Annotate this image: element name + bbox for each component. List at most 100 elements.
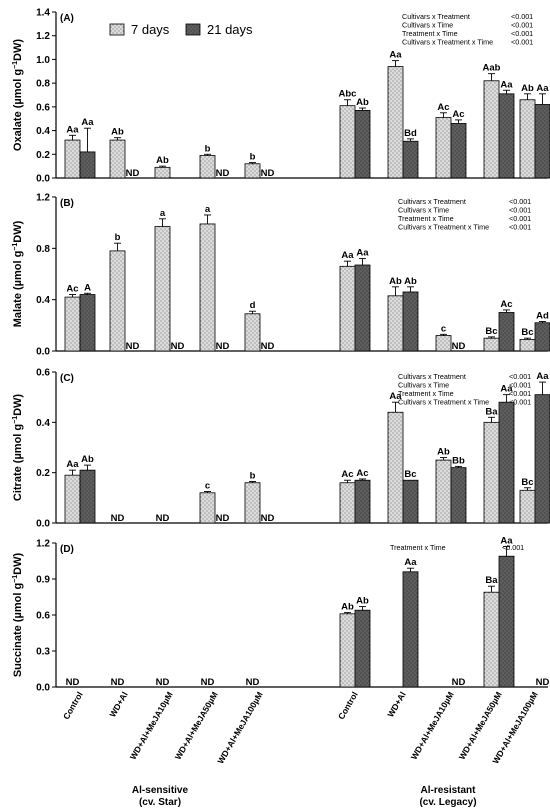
bar-7-days	[435, 335, 452, 352]
significance-label: b	[205, 143, 211, 154]
not-detected-label: ND	[536, 677, 550, 688]
x-category-label: Control	[61, 690, 85, 721]
bar-21-days	[402, 140, 419, 179]
significance-label: Aa	[66, 124, 79, 135]
y-axis-title: Succinate (µmol g−1DW)	[12, 553, 24, 678]
legend-label-21-days: 21 days	[207, 22, 253, 37]
y-tick-label: 0.2	[36, 468, 50, 479]
bar-7-days	[519, 99, 536, 179]
not-detected-label: ND	[216, 341, 230, 352]
significance-label: Aa	[536, 371, 549, 382]
bar-7-days	[109, 250, 126, 352]
significance-label: Bc	[404, 469, 416, 480]
significance-label: Aa	[341, 250, 354, 261]
chart-panel-1: 0.0 0.2 0.4 0.6 0.8 1.0 1.2 1.4 (A) Oxalate (µmol…	[12, 8, 550, 185]
bar-7-days	[154, 226, 171, 352]
significance-label: Ba	[485, 575, 498, 586]
not-detected-label: ND	[216, 168, 230, 179]
bar-21-days	[534, 104, 550, 179]
significance-label: Ab	[356, 596, 369, 607]
not-detected-label: ND	[156, 513, 170, 524]
stats-value: <0.001	[509, 206, 531, 215]
significance-label: c	[441, 323, 446, 334]
not-detected-label: ND	[126, 168, 140, 179]
significance-label: b	[115, 232, 121, 243]
significance-label: Aa	[500, 79, 513, 90]
bar-7-days	[109, 139, 126, 179]
group-label-sensitive: Al-sensitive	[132, 785, 189, 796]
legend-swatch-21-days	[185, 23, 201, 36]
bar-21-days	[450, 123, 467, 179]
significance-label: Aa	[500, 536, 513, 547]
bar-7-days	[435, 459, 452, 524]
not-detected-label: ND	[261, 341, 275, 352]
significance-label: Bc	[485, 326, 497, 337]
panel-label: (A)	[60, 13, 74, 24]
not-detected-label: ND	[111, 513, 125, 524]
group-label-resistant: Al-resistant	[420, 785, 476, 796]
bar-7-days	[483, 421, 500, 524]
bar-21-days	[534, 322, 550, 352]
not-detected-label: ND	[66, 677, 80, 688]
stats-label: Cultivars x Time	[398, 206, 449, 215]
bar-7-days	[483, 591, 500, 688]
significance-label: c	[205, 481, 210, 492]
y-tick-label: 0.8	[36, 79, 50, 90]
stats-value: <0.001	[511, 29, 533, 38]
significance-label: a	[160, 208, 166, 219]
y-tick-label: 0.3	[36, 647, 50, 658]
not-detected-label: ND	[126, 341, 140, 352]
significance-label: Ab	[356, 97, 369, 108]
significance-label: Ac	[452, 109, 464, 120]
significance-label: Ab	[404, 276, 417, 287]
y-tick-label: 1.2	[36, 539, 50, 550]
stats-label: Treatment x Time	[398, 214, 454, 223]
bar-21-days	[402, 479, 419, 524]
stats-label: Cultivars x Treatment	[398, 197, 466, 206]
significance-label: a	[205, 204, 211, 215]
bar-21-days	[354, 479, 371, 524]
y-tick-label: 0.6	[36, 102, 50, 113]
significance-label: Bd	[404, 128, 417, 139]
stats-label: Treatment x Time	[390, 543, 446, 552]
bar-7-days	[387, 411, 404, 524]
chart-panel-4: 0.0 0.3 0.6 0.9 1.2 (D) Succinate (µmol g−1DW)…	[12, 536, 549, 694]
stats-label: Cultivars x Treatment x Time	[398, 398, 489, 407]
bar-7-days	[64, 139, 81, 179]
significance-label: Bc	[521, 477, 533, 488]
y-tick-label: 0.4	[36, 418, 50, 429]
significance-label: b	[250, 470, 256, 481]
bar-7-days	[199, 492, 216, 524]
significance-label: Ab	[111, 127, 124, 138]
bar-21-days	[498, 401, 515, 524]
significance-label: Ab	[437, 447, 450, 458]
bar-7-days	[339, 482, 356, 524]
bar-21-days	[354, 110, 371, 179]
y-tick-label: 0.0	[36, 347, 50, 358]
not-detected-label: ND	[452, 341, 466, 352]
legend-swatch-7-days	[109, 23, 125, 36]
not-detected-label: ND	[216, 513, 230, 524]
bar-7-days	[199, 155, 216, 179]
bar-21-days	[354, 264, 371, 352]
not-detected-label: ND	[246, 677, 260, 688]
significance-label: Aa	[81, 117, 94, 128]
x-category-label: WD+Al+MeJA50µM	[173, 690, 220, 761]
y-tick-label: 0.0	[36, 683, 50, 694]
stats-value: <0.001	[502, 543, 524, 552]
significance-label: Ac	[66, 284, 78, 295]
y-tick-label: 0.6	[36, 368, 50, 379]
bar-21-days	[450, 467, 467, 524]
bar-21-days	[498, 555, 515, 688]
bar-21-days	[498, 312, 515, 352]
y-tick-label: 1.2	[36, 31, 50, 42]
x-category-label: WD+Al+MeJA10µM	[128, 690, 175, 761]
not-detected-label: ND	[261, 513, 275, 524]
significance-label: Ab	[521, 83, 534, 94]
bar-7-days	[244, 482, 261, 524]
legend: 7 days 21 days	[109, 22, 253, 37]
y-tick-label: 1.2	[36, 193, 50, 204]
significance-label: Ac	[437, 102, 449, 113]
bar-7-days	[519, 489, 536, 524]
panel-label: (B)	[60, 198, 74, 209]
